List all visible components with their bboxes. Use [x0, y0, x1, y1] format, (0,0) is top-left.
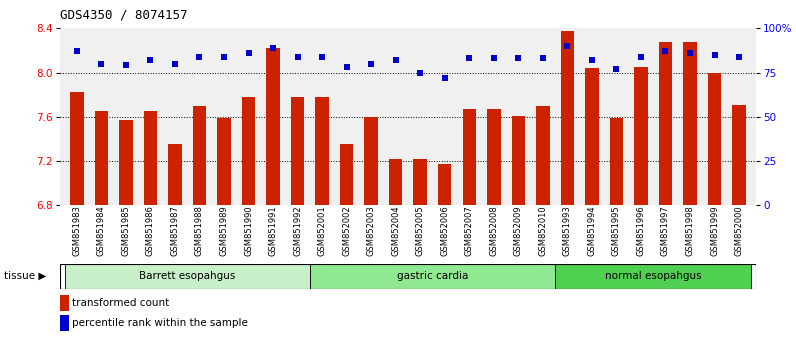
Text: tissue ▶: tissue ▶ [4, 271, 46, 281]
Text: transformed count: transformed count [72, 298, 170, 308]
Bar [291, 97, 304, 205]
Point [659, 48, 672, 54]
Bar [413, 159, 427, 205]
Bar [242, 97, 256, 205]
Point [316, 54, 329, 59]
Point [71, 48, 84, 54]
Text: GSM851995: GSM851995 [612, 205, 621, 256]
Point [512, 56, 525, 61]
Text: GSM851983: GSM851983 [72, 205, 81, 256]
Point [561, 43, 574, 49]
Bar [585, 68, 599, 205]
Bar [95, 111, 108, 205]
Point [634, 54, 647, 59]
Point [684, 50, 696, 56]
Bar [70, 92, 84, 205]
Bar [512, 116, 525, 205]
Point [95, 61, 107, 67]
Bar [144, 111, 157, 205]
Text: GSM851991: GSM851991 [268, 205, 278, 256]
Bar [462, 109, 476, 205]
Point [193, 54, 206, 59]
Point [732, 54, 745, 59]
Bar [168, 144, 181, 205]
Bar [683, 42, 696, 205]
Bar [708, 73, 721, 205]
Text: Barrett esopahgus: Barrett esopahgus [139, 272, 236, 281]
Text: GSM851989: GSM851989 [220, 205, 228, 256]
Bar [64, 264, 310, 289]
Bar [315, 97, 329, 205]
Bar [610, 118, 623, 205]
Bar [193, 106, 206, 205]
Text: GSM851987: GSM851987 [170, 205, 179, 256]
Text: GSM852006: GSM852006 [440, 205, 449, 256]
Point [365, 61, 377, 67]
Bar [732, 105, 746, 205]
Text: GSM852007: GSM852007 [465, 205, 474, 256]
Bar [365, 117, 378, 205]
Point [340, 64, 353, 70]
Point [586, 57, 599, 63]
Text: GSM851986: GSM851986 [146, 205, 155, 256]
Text: GSM851988: GSM851988 [195, 205, 204, 256]
Text: GSM852008: GSM852008 [490, 205, 498, 256]
Text: GSM852010: GSM852010 [538, 205, 548, 256]
Text: GSM851994: GSM851994 [587, 205, 596, 256]
Text: GSM851992: GSM851992 [293, 205, 302, 256]
Point [267, 45, 279, 51]
Point [708, 52, 721, 58]
Text: GSM851998: GSM851998 [685, 205, 694, 256]
Point [414, 70, 427, 75]
Text: GSM851997: GSM851997 [661, 205, 670, 256]
Bar [119, 120, 133, 205]
Text: GSM852004: GSM852004 [391, 205, 400, 256]
Text: GSM852003: GSM852003 [367, 205, 376, 256]
Point [389, 57, 402, 63]
Point [537, 56, 549, 61]
Point [463, 56, 476, 61]
Text: gastric cardia: gastric cardia [396, 272, 468, 281]
Bar [560, 30, 574, 205]
Point [610, 66, 622, 72]
Bar [340, 144, 353, 205]
Point [291, 54, 304, 59]
Text: GSM852009: GSM852009 [513, 205, 523, 256]
Text: GSM852000: GSM852000 [735, 205, 743, 256]
Point [242, 50, 255, 56]
Text: GSM852001: GSM852001 [318, 205, 326, 256]
Text: GSM852002: GSM852002 [342, 205, 351, 256]
Bar [438, 164, 451, 205]
Text: GSM851984: GSM851984 [97, 205, 106, 256]
Text: GSM851996: GSM851996 [637, 205, 646, 256]
Bar [267, 48, 280, 205]
Bar [389, 159, 403, 205]
Bar [487, 109, 501, 205]
Text: GSM851990: GSM851990 [244, 205, 253, 256]
Point [487, 56, 500, 61]
Text: GSM852005: GSM852005 [416, 205, 425, 256]
Point [169, 61, 181, 67]
Text: GDS4350 / 8074157: GDS4350 / 8074157 [60, 9, 187, 22]
Bar [536, 106, 549, 205]
Bar [310, 264, 555, 289]
Text: percentile rank within the sample: percentile rank within the sample [72, 318, 248, 328]
Point [144, 57, 157, 63]
Bar [555, 264, 751, 289]
Text: GSM851993: GSM851993 [563, 205, 572, 256]
Text: GSM851999: GSM851999 [710, 205, 719, 256]
Bar [634, 67, 648, 205]
Text: normal esopahgus: normal esopahgus [605, 272, 701, 281]
Point [439, 75, 451, 81]
Bar [217, 118, 231, 205]
Text: GSM851985: GSM851985 [122, 205, 131, 256]
Bar [659, 42, 672, 205]
Point [217, 54, 230, 59]
Point [119, 63, 132, 68]
